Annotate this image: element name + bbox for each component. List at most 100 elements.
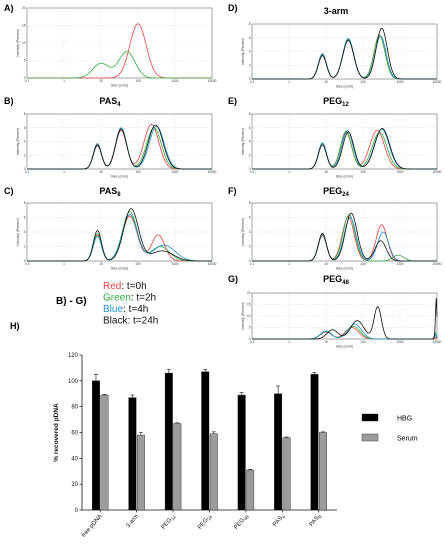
y-tick-label: 4 <box>249 50 251 54</box>
y-tick-label: 2 <box>24 245 26 249</box>
y-tick-label: 10 <box>247 314 251 318</box>
y-tick-label: 5 <box>24 59 26 63</box>
series-line-black <box>252 212 437 262</box>
y-tick-label: 2 <box>249 245 251 249</box>
y-tick-label: 20 <box>247 291 251 295</box>
x-tick-label: 1 <box>288 340 290 344</box>
legend-color-name: Red <box>103 281 121 292</box>
y-tick-label: 2 <box>249 63 251 67</box>
x-tick-label: 10000 <box>433 80 442 84</box>
panel-letter: D) <box>228 3 238 13</box>
panel-letter: C) <box>4 186 14 196</box>
series-line-green <box>27 51 212 79</box>
x-tick-label: 1000 <box>171 79 178 83</box>
x-axis-label: Size (d.nm) <box>336 85 353 89</box>
bar-hbg <box>128 397 137 511</box>
x-axis-label: Size (d.nm) <box>336 345 353 349</box>
plot-frame <box>26 113 213 170</box>
title-sub: 4 <box>117 102 121 108</box>
title-sub: 8 <box>117 192 121 198</box>
y-tick-label: 0 <box>249 167 251 171</box>
y-axis-label: Intensity (Percent) <box>241 128 245 156</box>
x-tick-label: 0.1 <box>250 262 255 266</box>
x-tick-label: 10000 <box>208 170 217 174</box>
x-tick-label: 0.1 <box>250 170 255 174</box>
x-tick-label: 10000 <box>208 79 217 83</box>
x-tick-label: 0.1 <box>25 170 30 174</box>
y-tick-label: 0 <box>75 508 79 514</box>
x-tick-label: 1 <box>63 79 65 83</box>
x-axis-label: Size (d.nm) <box>336 267 353 271</box>
plot-frame <box>26 7 213 79</box>
x-tick-label: 0.1 <box>25 262 30 266</box>
panel-title: PAS4 <box>99 96 121 108</box>
x-tick-label: 10000 <box>433 340 442 344</box>
bar-serum <box>136 434 145 511</box>
series-line-black <box>27 124 212 170</box>
x-tick-label: 100 <box>135 170 141 174</box>
title-main: PEG <box>323 186 342 196</box>
x-tick-label: 100 <box>360 170 366 174</box>
x-tick-label: 1000 <box>171 262 178 266</box>
category-sub: 4 <box>281 514 287 520</box>
panel-title: PEG48 <box>323 274 349 286</box>
bar-serum <box>246 469 255 511</box>
x-axis-label: Size (d.nm) <box>111 175 128 179</box>
y-tick-label: 5 <box>249 326 251 330</box>
y-tick-label: 6 <box>249 216 251 220</box>
y-tick-label: 40 <box>71 456 78 462</box>
y-tick-label: 4 <box>249 140 251 144</box>
series-line-red <box>252 34 437 80</box>
x-tick-label: 10000 <box>433 170 442 174</box>
series-line-green <box>27 211 212 262</box>
y-tick-label: 15 <box>22 24 26 28</box>
y-tick-label: 100 <box>68 379 79 385</box>
panel-letter: H) <box>10 321 20 331</box>
x-axis-label: Size (d.nm) <box>336 175 353 179</box>
legend-color-name: Black <box>103 316 128 327</box>
series-line-green <box>252 35 437 80</box>
legend-time: : t=24h <box>127 316 158 327</box>
legend-color-name: Green <box>103 293 131 304</box>
y-tick-label: 20 <box>71 482 78 488</box>
panel-title: PEG24 <box>323 186 349 198</box>
y-tick-label: 6 <box>249 36 251 40</box>
legend-time: : t=4h <box>123 304 148 315</box>
panel-letter: F) <box>228 186 237 196</box>
x-tick-label: 1000 <box>396 80 403 84</box>
bar-hbg <box>274 393 283 511</box>
y-axis-label: Intensity (Percent) <box>241 38 245 66</box>
x-tick-label: PAS8 <box>309 513 323 528</box>
y-tick-label: 8 <box>24 201 26 205</box>
plot-frame <box>251 113 438 170</box>
legend-item-blue: Blue: t=4h <box>103 304 148 315</box>
bar-serum <box>319 432 327 511</box>
y-tick-label: 6 <box>249 126 251 130</box>
x-tick-label: 1 <box>288 262 290 266</box>
title-sub: 48 <box>342 280 349 286</box>
y-tick-label: 8 <box>249 201 251 205</box>
legend-color-name: Blue <box>103 304 123 315</box>
category-sub: 12 <box>170 514 177 521</box>
x-tick-label: 1000 <box>396 170 403 174</box>
x-tick-label: 1 <box>288 80 290 84</box>
legend-item-black: Black: t=24h <box>103 316 158 327</box>
x-tick-label: PEG24 <box>197 513 214 531</box>
x-tick-label: 10 <box>324 262 328 266</box>
series-line-red <box>27 23 212 79</box>
y-tick-label: 8 <box>249 112 251 116</box>
title-main: PEG <box>323 274 342 284</box>
x-axis-label: Size (d.nm) <box>111 84 128 88</box>
legend-swatch-hbg <box>361 413 379 422</box>
y-tick-label: 120 <box>68 353 79 359</box>
x-tick-label: 0.1 <box>250 80 255 84</box>
x-tick-label: 10000 <box>433 262 442 266</box>
x-tick-label: 10 <box>99 79 103 83</box>
legend-item-red: Red: t=0h <box>103 281 147 292</box>
y-tick-label: 20 <box>22 6 26 10</box>
bar-serum <box>282 437 291 511</box>
category-sub: 24 <box>206 514 213 521</box>
